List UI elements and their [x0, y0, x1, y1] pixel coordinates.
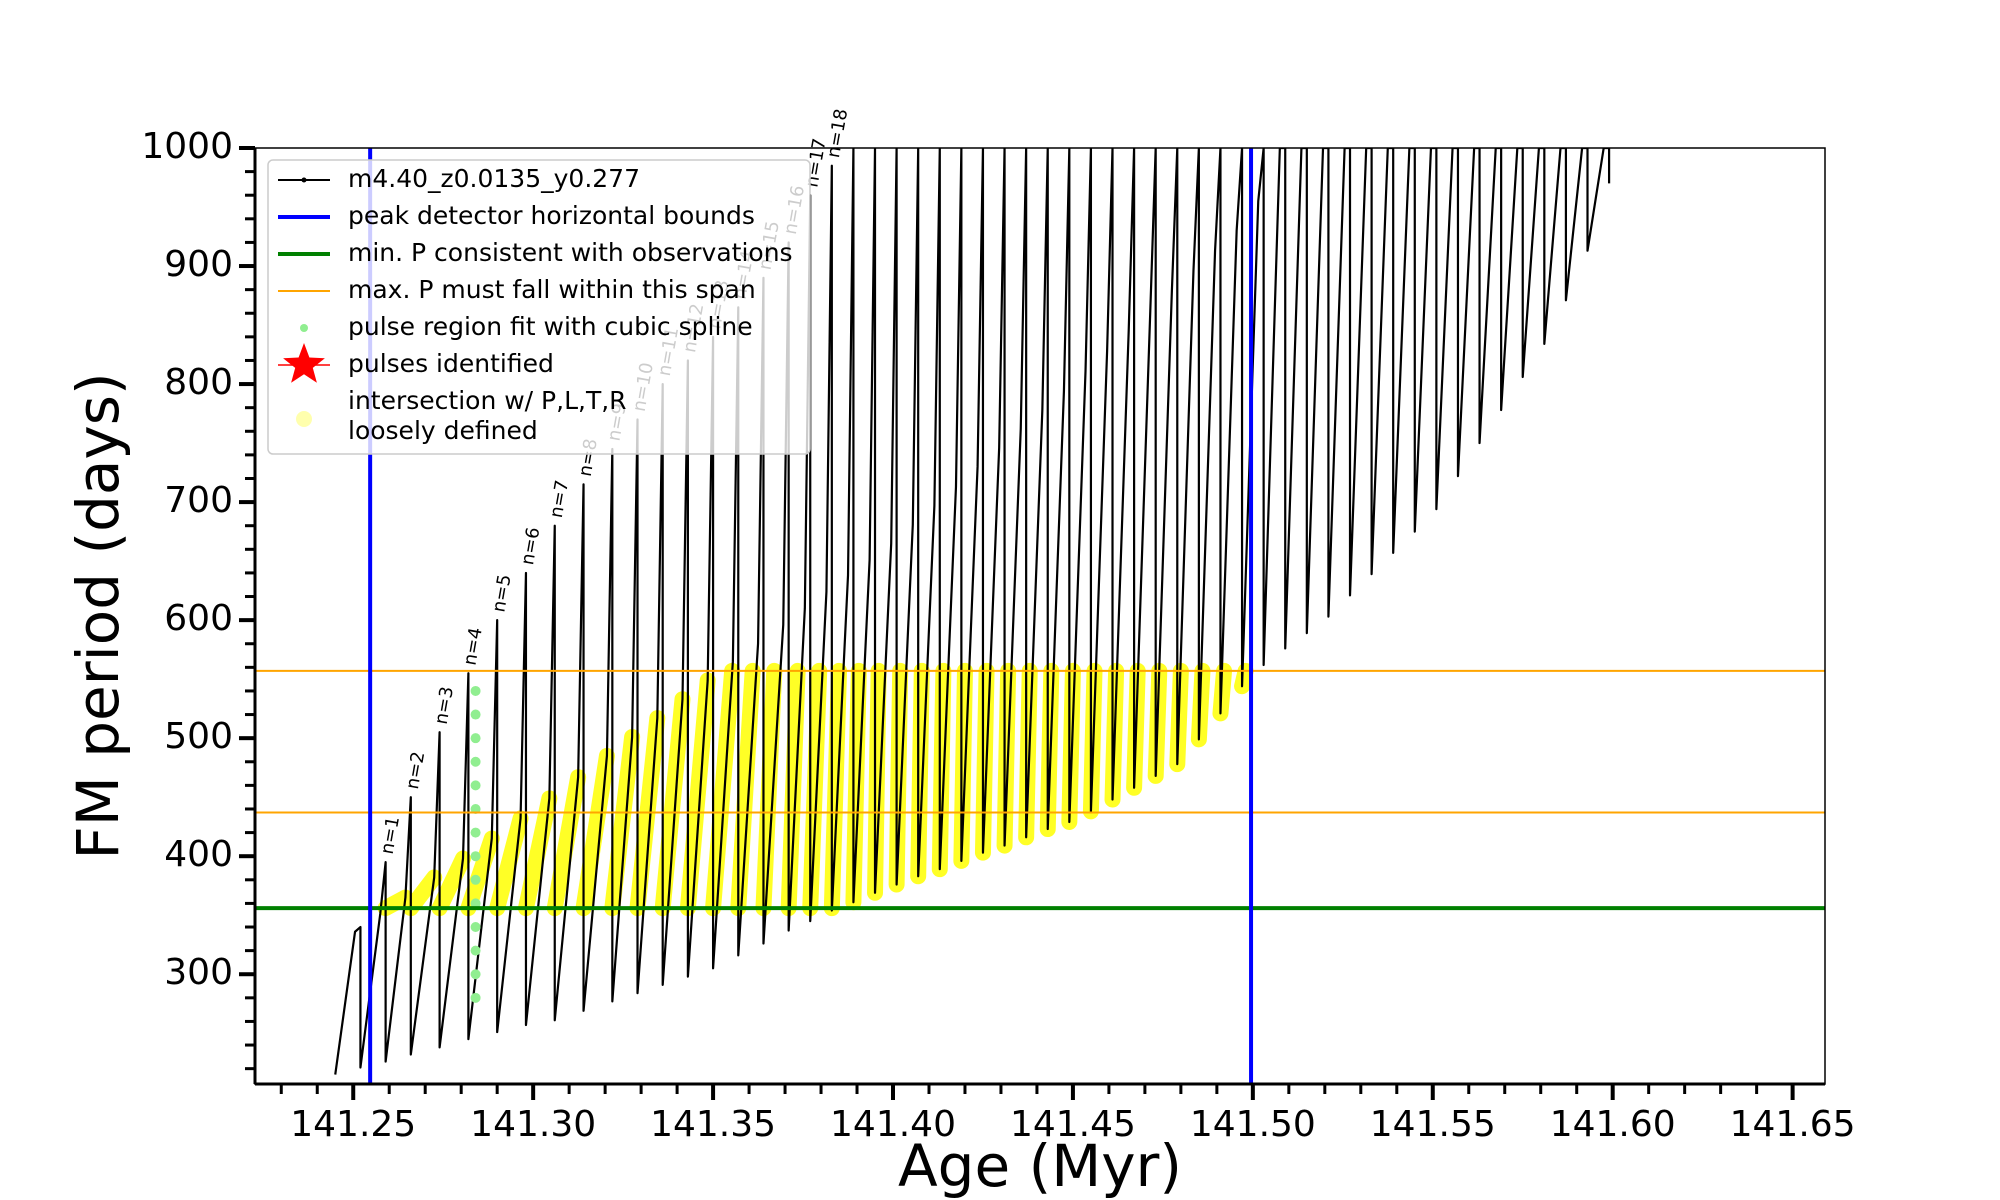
spline-point — [470, 685, 481, 696]
x-tick-label: 141.60 — [1550, 1104, 1676, 1145]
legend-label: max. P must fall within this span — [348, 275, 756, 304]
legend-label: intersection w/ P,L,T,R loosely defined — [348, 386, 627, 445]
y-tick-label: 900 — [164, 244, 233, 285]
legend-swatch — [283, 343, 325, 383]
y-tick-label: 400 — [164, 834, 233, 875]
legend-box — [267, 159, 811, 455]
spline-point — [470, 898, 481, 909]
legend-label: pulse region fit with cubic spline — [348, 312, 753, 341]
y-tick-label: 1000 — [141, 126, 233, 167]
legend-label: pulses identified — [348, 349, 554, 378]
spline-point — [470, 992, 481, 1003]
y-tick-label: 500 — [164, 716, 233, 757]
x-axis-label: Age (Myr) — [898, 1132, 1182, 1200]
y-axis-label: FM period (days) — [64, 372, 132, 859]
y-tick-label: 600 — [164, 598, 233, 639]
spline-point — [470, 827, 481, 838]
x-tick-label: 141.35 — [650, 1104, 776, 1145]
model-track — [334, 148, 1611, 1075]
x-tick-label: 141.25 — [290, 1104, 416, 1145]
y-tick-label: 300 — [164, 952, 233, 993]
spline-point — [470, 969, 481, 980]
x-tick-label: 141.50 — [1190, 1104, 1316, 1145]
spline-point — [470, 851, 481, 862]
x-tick-label: 141.30 — [470, 1104, 596, 1145]
spline-point — [470, 874, 481, 885]
legend-label: peak detector horizontal bounds — [348, 201, 755, 230]
x-tick-label: 141.40 — [830, 1104, 956, 1145]
spline-point — [470, 945, 481, 956]
x-tick-label: 141.45 — [1010, 1104, 1136, 1145]
spline-point — [470, 709, 481, 720]
y-tick-label: 800 — [164, 362, 233, 403]
spline-point — [470, 780, 481, 791]
legend-swatch — [300, 324, 308, 332]
spline-point — [470, 733, 481, 744]
legend-swatch — [301, 177, 307, 183]
legend-label: m4.40_z0.0135_y0.277 — [348, 164, 640, 193]
spline-point — [470, 922, 481, 933]
spline-point — [470, 756, 481, 767]
spline-point — [470, 803, 481, 814]
x-tick-label: 141.65 — [1730, 1104, 1856, 1145]
legend-label: min. P consistent with observations — [348, 238, 793, 267]
x-tick-label: 141.55 — [1370, 1104, 1496, 1145]
legend-swatch — [296, 411, 312, 427]
y-tick-label: 700 — [164, 480, 233, 521]
